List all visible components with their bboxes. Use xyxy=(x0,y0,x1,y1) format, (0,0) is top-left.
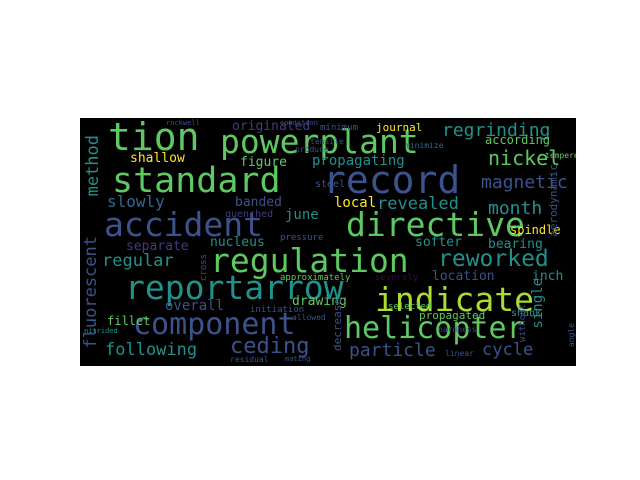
cloud-word: reworked xyxy=(438,246,549,272)
cloud-word: separate xyxy=(126,239,189,254)
cloud-word: rockwell xyxy=(166,119,200,127)
cloud-word: inch xyxy=(532,269,564,284)
cloud-word: journal xyxy=(376,121,423,134)
cloud-word: standard xyxy=(112,161,281,201)
cloud-word: pressure xyxy=(280,233,324,243)
cloud-word: mating xyxy=(285,355,311,363)
cloud-word: propagating xyxy=(312,153,405,169)
cloud-word: regular xyxy=(102,251,174,271)
cloud-word: particle xyxy=(349,340,436,361)
cloud-word: slowly xyxy=(107,192,165,211)
cloud-word: hardness xyxy=(438,325,477,334)
cloud-word: quenched xyxy=(225,209,274,220)
cloud-word: cross xyxy=(199,254,209,282)
cloud-word: selected xyxy=(388,302,432,312)
cloud-word: linear xyxy=(445,349,474,358)
cloud-word: angle xyxy=(567,323,576,348)
cloud-word: minimize xyxy=(405,141,444,150)
cloud-word: fillet xyxy=(107,314,151,328)
cloud-word: regrinding xyxy=(442,120,551,141)
cloud-word: bearing xyxy=(488,237,543,252)
cloud-word: nucleus xyxy=(210,235,265,250)
cloud-word: reportarrow xyxy=(125,268,344,307)
cloud-word: component xyxy=(133,307,296,342)
cloud-word: june xyxy=(285,207,319,223)
cloud-word: accident xyxy=(104,205,263,244)
cloud-word: shallow xyxy=(130,151,185,166)
cloud-word: overall xyxy=(165,298,225,314)
cloud-word: month xyxy=(488,198,543,219)
cloud-word: initiation xyxy=(250,305,305,315)
cloud-word: single xyxy=(530,278,546,329)
cloud-word: produce xyxy=(295,145,329,154)
cloud-word: tion xyxy=(108,118,200,159)
cloud-word: nitrided xyxy=(84,327,118,335)
cloud-word: following xyxy=(105,340,198,360)
cloud-word: aerodynamic xyxy=(547,164,560,237)
cloud-word: powerplant xyxy=(220,122,419,161)
cloud-word: according xyxy=(485,133,551,147)
cloud-word: cycle xyxy=(482,340,534,360)
cloud-word: allowed xyxy=(292,313,326,322)
cloud-word: indicate xyxy=(375,280,534,319)
cloud-word: figure xyxy=(240,155,287,170)
cloud-word: minimum xyxy=(320,123,358,133)
cloud-word: helicopter xyxy=(344,311,525,346)
cloud-word: decrease xyxy=(331,298,344,351)
cloud-word: spindle xyxy=(510,223,561,237)
cloud-word: softer xyxy=(415,235,462,250)
word-cloud: tion powerplant regrinding standard reco… xyxy=(80,118,576,366)
cloud-word: directive xyxy=(346,205,525,244)
cloud-word: residual xyxy=(230,355,269,364)
cloud-word: nickel xyxy=(488,146,561,170)
cloud-word: condition xyxy=(280,119,318,127)
cloud-word: local xyxy=(334,195,377,211)
cloud-word: originated xyxy=(232,119,311,134)
cloud-word: method xyxy=(83,135,103,197)
cloud-word: tempered xyxy=(545,151,576,160)
cloud-word: record xyxy=(323,158,461,202)
cloud-word: approximately xyxy=(280,273,351,283)
cloud-word: regulation xyxy=(210,241,409,280)
cloud-word: shank xyxy=(511,308,542,319)
cloud-word: revealed xyxy=(377,194,459,214)
cloud-word: banded xyxy=(235,195,282,210)
cloud-word: severely xyxy=(375,273,419,283)
cloud-word: drawing xyxy=(292,294,347,309)
cloud-word: location xyxy=(432,269,495,284)
cloud-word: tensile xyxy=(310,137,344,146)
cloud-word: ceding xyxy=(230,334,310,359)
cloud-word: without xyxy=(518,304,528,342)
cloud-word: magnetic xyxy=(481,172,568,193)
cloud-word: steel xyxy=(315,179,346,190)
cloud-word: propagated xyxy=(419,309,486,322)
